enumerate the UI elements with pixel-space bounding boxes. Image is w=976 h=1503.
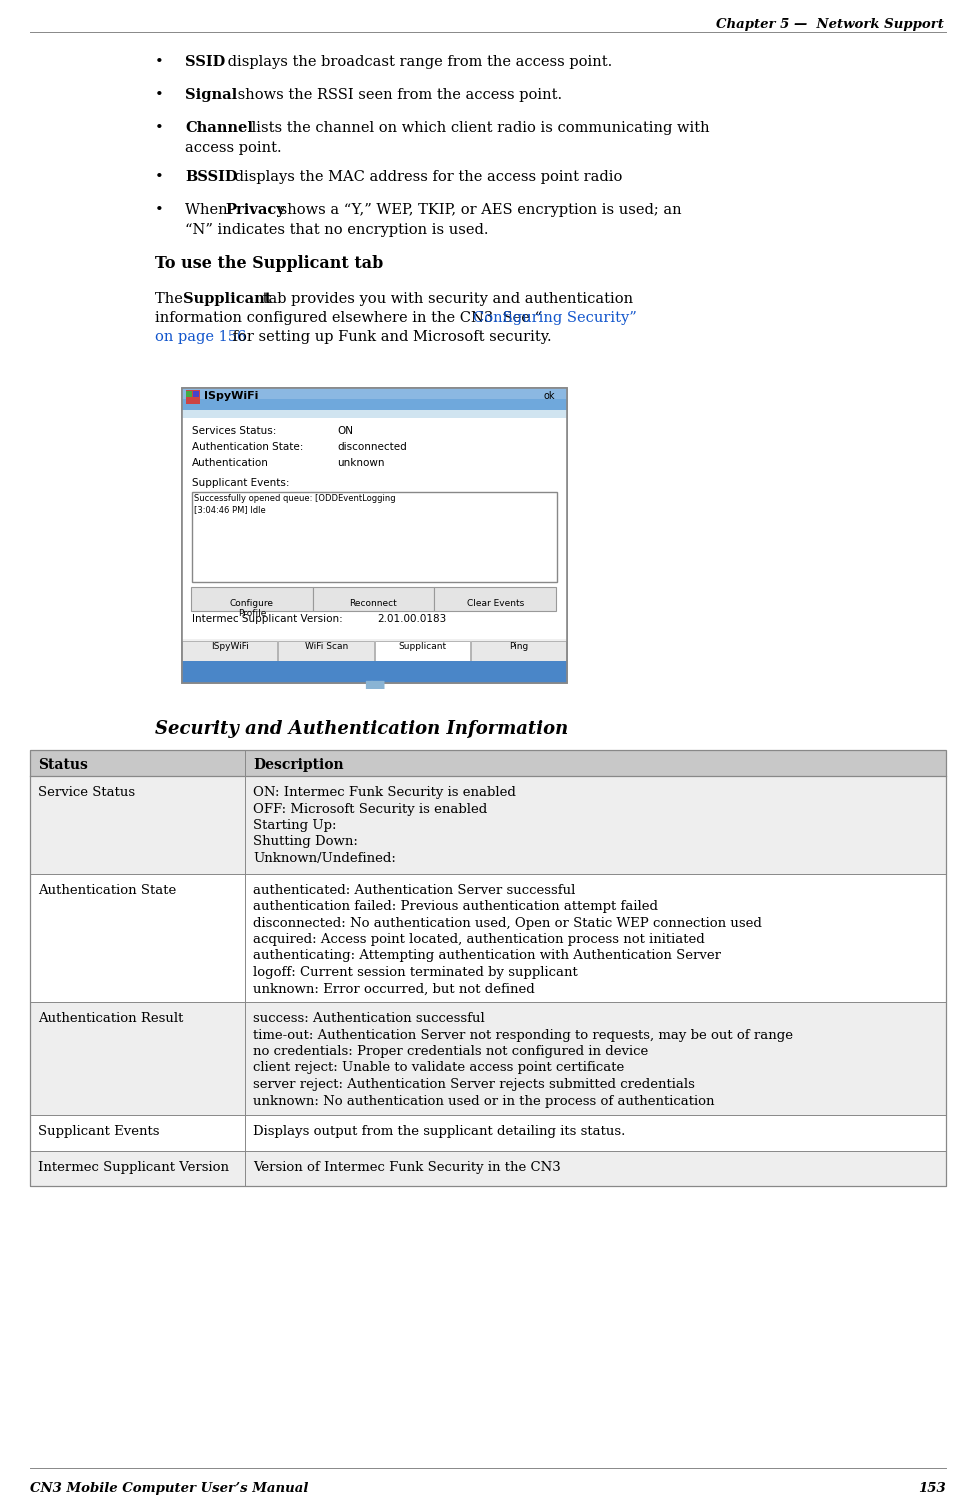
Text: ISpyWiFi: ISpyWiFi <box>204 391 259 401</box>
Text: unknown: unknown <box>337 458 385 467</box>
Text: •: • <box>155 89 164 102</box>
Text: access point.: access point. <box>185 141 282 155</box>
Text: ON: Intermec Funk Security is enabled
OFF: Microsoft Security is enabled
Startin: ON: Intermec Funk Security is enabled OF… <box>253 786 516 866</box>
Bar <box>30 776 946 873</box>
Text: Supplicant: Supplicant <box>183 292 271 307</box>
Text: ok: ok <box>544 391 555 401</box>
Bar <box>193 391 199 397</box>
Bar <box>182 388 567 682</box>
Text: To use the Supplicant tab: To use the Supplicant tab <box>155 256 384 272</box>
Bar <box>30 1003 946 1115</box>
Text: Supplicant Events:: Supplicant Events: <box>192 478 290 488</box>
Text: Authentication State:: Authentication State: <box>192 442 304 452</box>
Text: •: • <box>155 203 164 216</box>
Text: Supplicant: Supplicant <box>398 642 447 651</box>
Text: •: • <box>155 170 164 183</box>
Text: “N” indicates that no encryption is used.: “N” indicates that no encryption is used… <box>185 222 489 237</box>
Text: shows a “Y,” WEP, TKIP, or AES encryption is used; an: shows a “Y,” WEP, TKIP, or AES encryptio… <box>275 203 681 216</box>
Text: Displays output from the supplicant detailing its status.: Displays output from the supplicant deta… <box>253 1126 626 1138</box>
Text: authenticated: Authentication Server successful
authentication failed: Previous : authenticated: Authentication Server suc… <box>253 884 762 995</box>
Text: Reconnect: Reconnect <box>349 600 397 609</box>
Text: information configured elsewhere in the CN3. See “: information configured elsewhere in the … <box>155 311 542 325</box>
Bar <box>30 750 946 1186</box>
Bar <box>182 418 567 639</box>
Bar <box>192 491 557 582</box>
Text: Channel: Channel <box>185 122 253 135</box>
Text: Configuring Security”: Configuring Security” <box>473 311 636 325</box>
Text: Chapter 5 —  Network Support: Chapter 5 — Network Support <box>716 18 944 32</box>
Text: When: When <box>185 203 232 216</box>
Text: ISpyWiFi: ISpyWiFi <box>211 642 249 651</box>
FancyBboxPatch shape <box>191 588 312 612</box>
Text: tab provides you with security and authentication: tab provides you with security and authe… <box>258 292 633 307</box>
Text: CN3 Mobile Computer User’s Manual: CN3 Mobile Computer User’s Manual <box>30 1482 308 1495</box>
Text: WiFi Scan: WiFi Scan <box>305 642 348 651</box>
Bar <box>186 391 192 397</box>
Text: Intermec Supplicant Version: Intermec Supplicant Version <box>38 1160 229 1174</box>
Text: displays the broadcast range from the access point.: displays the broadcast range from the ac… <box>223 56 612 69</box>
Bar <box>30 1115 946 1150</box>
Text: SSID: SSID <box>185 56 225 69</box>
Text: Version of Intermec Funk Security in the CN3: Version of Intermec Funk Security in the… <box>253 1160 561 1174</box>
Text: Intermec Supplicant Version:: Intermec Supplicant Version: <box>192 615 343 624</box>
Text: Clear Events: Clear Events <box>467 600 524 609</box>
Bar <box>182 388 567 682</box>
Bar <box>30 873 946 1003</box>
Bar <box>182 639 567 661</box>
Text: Services Status:: Services Status: <box>192 425 276 436</box>
FancyBboxPatch shape <box>434 588 556 612</box>
Text: Signal: Signal <box>185 89 237 102</box>
Text: BSSID: BSSID <box>185 170 237 183</box>
Bar <box>182 410 567 418</box>
Text: lists the channel on which client radio is communicating with: lists the channel on which client radio … <box>247 122 710 135</box>
Bar <box>186 389 200 404</box>
Text: Description: Description <box>253 758 344 773</box>
Text: disconnected: disconnected <box>337 442 407 452</box>
Text: Privacy: Privacy <box>225 203 285 216</box>
Bar <box>470 640 566 661</box>
Text: for setting up Funk and Microsoft security.: for setting up Funk and Microsoft securi… <box>228 331 551 344</box>
Text: ON: ON <box>337 425 353 436</box>
Text: Service Status: Service Status <box>38 786 135 800</box>
Bar <box>30 750 946 776</box>
Text: 153: 153 <box>918 1482 946 1495</box>
Bar <box>182 388 567 410</box>
Text: shows the RSSI seen from the access point.: shows the RSSI seen from the access poin… <box>233 89 562 102</box>
Text: Successfully opened queue: [ODDEventLogging
[3:04:46 PM] Idle: Successfully opened queue: [ODDEventLogg… <box>194 494 395 514</box>
Bar <box>182 388 567 398</box>
Text: displays the MAC address for the access point radio: displays the MAC address for the access … <box>230 170 623 183</box>
FancyBboxPatch shape <box>312 588 434 612</box>
Bar <box>30 1150 946 1186</box>
Text: Security and Authentication Information: Security and Authentication Information <box>155 720 568 738</box>
Text: Supplicant Events: Supplicant Events <box>38 1126 159 1138</box>
Text: Status: Status <box>38 758 88 773</box>
Text: Configure
Profile: Configure Profile <box>229 600 274 618</box>
Bar <box>182 640 277 661</box>
Text: The: The <box>155 292 187 307</box>
Text: ███: ███ <box>365 679 385 688</box>
Text: Authentication State: Authentication State <box>38 884 177 896</box>
Text: Authentication Result: Authentication Result <box>38 1012 183 1025</box>
Text: success: Authentication successful
time-out: Authentication Server not respondin: success: Authentication successful time-… <box>253 1012 793 1108</box>
Text: •: • <box>155 122 164 135</box>
Text: Authentication: Authentication <box>192 458 268 467</box>
Text: 2.01.00.0183: 2.01.00.0183 <box>377 615 446 624</box>
Text: •: • <box>155 56 164 69</box>
Bar <box>278 640 374 661</box>
Bar <box>375 640 469 661</box>
Bar <box>182 661 567 682</box>
Text: on page 156: on page 156 <box>155 331 246 344</box>
Text: Ping: Ping <box>509 642 528 651</box>
